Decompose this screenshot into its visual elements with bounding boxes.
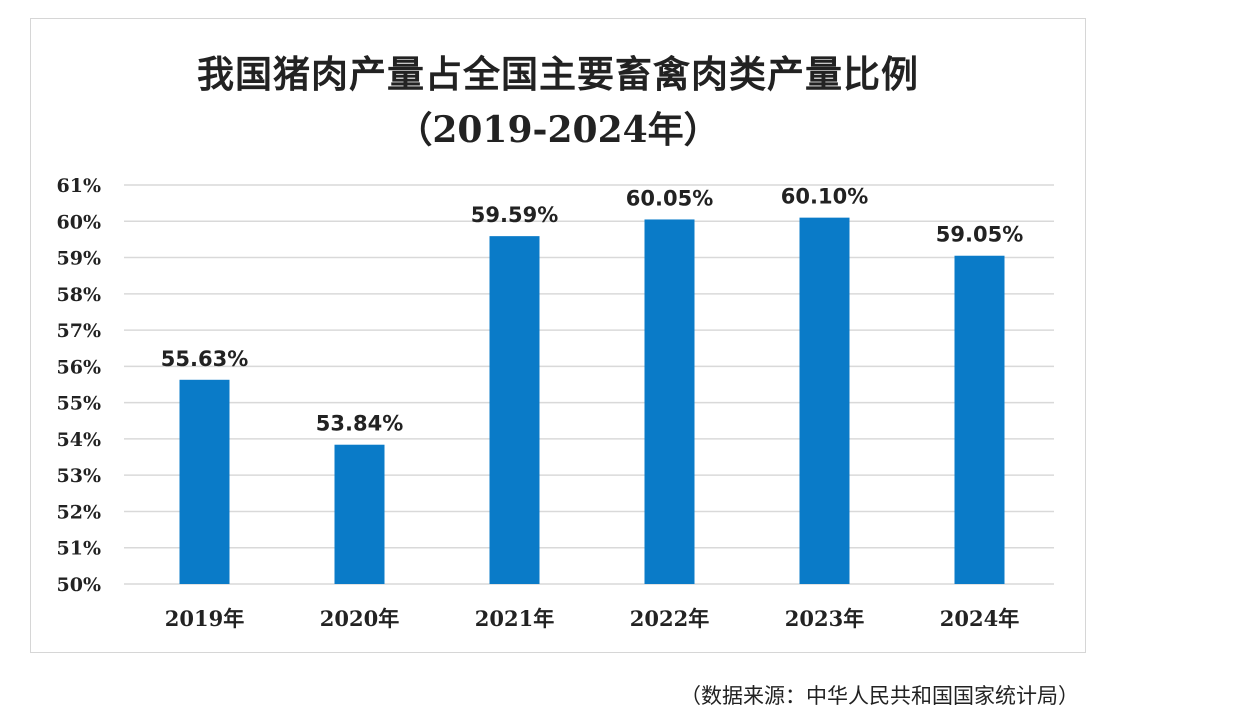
data-labels: 55.63% 53.84% 59.59% 60.05% 60.10% 59.05% (161, 185, 1023, 436)
y-tick-label: 54% (57, 429, 102, 451)
x-tick-label: 2023年 (785, 606, 864, 631)
x-tick-label: 2021年 (475, 606, 554, 631)
source-note: （数据来源：中华人民共和国国家统计局） (680, 684, 1079, 708)
y-axis-ticks: 50% 51% 52% 53% 54% 55% 56% 57% 58% 59% 60% 61% (57, 175, 102, 596)
bar (179, 379, 230, 584)
x-tick-label: 2022年 (630, 606, 709, 631)
y-tick-label: 55% (57, 393, 102, 415)
y-tick-label: 61% (57, 175, 102, 197)
y-tick-label: 56% (57, 356, 102, 378)
y-tick-label: 57% (57, 320, 102, 342)
data-label: 53.84% (316, 412, 403, 436)
x-axis-ticks: 2019年 2020年 2021年 2022年 2023年 2024年 (165, 606, 1019, 631)
bar (334, 444, 385, 584)
y-tick-label: 51% (57, 538, 102, 560)
y-tick-label: 60% (57, 211, 102, 233)
data-label: 60.05% (626, 186, 713, 210)
y-tick-label: 58% (57, 284, 102, 306)
y-tick-label: 53% (57, 465, 102, 487)
chart-title: 我国猪肉产量占全国主要畜禽肉类产量比例 (197, 52, 919, 96)
data-label: 59.05% (936, 223, 1023, 247)
x-tick-label: 2020年 (320, 606, 399, 631)
bar (489, 236, 540, 585)
bars (179, 217, 1005, 585)
chart-subtitle: （2019-2024年） (396, 109, 720, 151)
y-tick-label: 59% (57, 248, 102, 270)
bar (644, 219, 695, 584)
data-label: 59.59% (471, 203, 558, 227)
data-label: 60.10% (781, 185, 868, 209)
bar (799, 217, 850, 585)
grid-lines (124, 184, 1054, 585)
y-tick-label: 50% (57, 574, 102, 596)
bar (954, 255, 1005, 584)
x-tick-label: 2024年 (940, 606, 1019, 631)
data-label: 55.63% (161, 347, 248, 371)
x-tick-label: 2019年 (165, 606, 244, 631)
y-tick-label: 52% (57, 501, 102, 523)
